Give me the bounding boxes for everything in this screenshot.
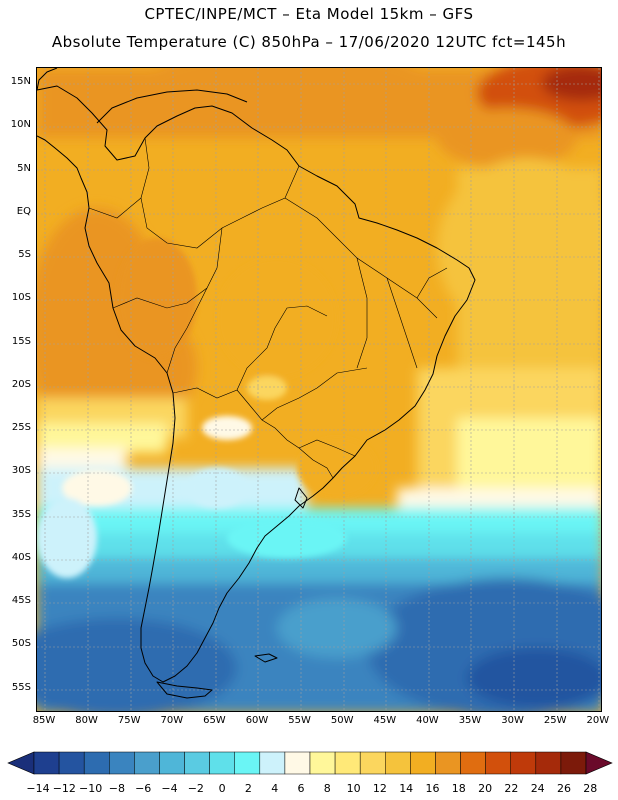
colorbar-bin [83, 751, 110, 775]
lat-label-10n: 10N [10, 119, 31, 131]
colorbar-tick-label: 8 [323, 782, 331, 795]
colorbar-tick-label: 24 [530, 782, 545, 795]
temperature-map [37, 68, 601, 711]
lon-label-50w: 50W [330, 715, 354, 726]
lat-label-50s: 50S [11, 638, 31, 650]
falkland-islands [254, 653, 278, 663]
colorbar-tick-label: 12 [372, 782, 387, 795]
lat-label-15s: 15S [11, 335, 31, 347]
lon-label-40w: 40W [416, 715, 439, 726]
lon-label-35w: 35W [458, 715, 482, 726]
colorbar-tick-label: 20 [478, 782, 493, 795]
colorbar-bin [209, 751, 235, 775]
lon-label-85w: 85W [32, 715, 56, 726]
lon-label-70w: 70W [160, 715, 184, 726]
borders [88, 137, 448, 479]
south-america-coastline [37, 85, 476, 683]
colorbar-bin [410, 751, 436, 775]
colorbar-tick-label: 16 [425, 782, 440, 795]
colorbar-tick-label: −14 [26, 782, 50, 795]
lat-label-35s: 35S [11, 508, 31, 520]
colorbar-tick-label: 14 [399, 782, 414, 795]
lon-label-20w: 20W [586, 715, 610, 726]
lagoon [294, 487, 308, 509]
colorbar-tick-label: −2 [187, 782, 204, 795]
map-title-line1: CPTEC/INPE/MCT – Eta Model 15km – GFS [144, 5, 474, 23]
colorbar-bin [259, 751, 286, 775]
lat-label-40s: 40S [11, 551, 31, 563]
colorbar-over-arrow [585, 751, 613, 775]
colorbar-tick-label: 10 [346, 782, 361, 795]
colorbar-bin [184, 751, 210, 775]
colorbar-bin [134, 751, 160, 775]
colorbar-bin [485, 751, 511, 775]
lat-label-55s: 55S [11, 681, 31, 693]
colorbar-tick-label: 6 [297, 782, 305, 795]
colorbar-tick-label: −4 [161, 782, 178, 795]
colorbar-bin [535, 751, 562, 775]
colorbar-bin [460, 751, 486, 775]
colorbar-bin [33, 751, 60, 775]
lat-label-5n: 5N [17, 162, 31, 174]
lon-label-30w: 30W [501, 715, 524, 726]
colorbar-bin [58, 751, 85, 775]
colorbar-bin [109, 751, 135, 775]
lat-label-20s: 20S [11, 378, 31, 390]
lat-label-5s: 5S [18, 249, 31, 260]
map-title-line2: Absolute Temperature (C) 850hPa – 17/06/… [51, 33, 567, 51]
colorbar-bin [234, 751, 261, 775]
lon-label-75w: 75W [117, 715, 141, 726]
colorbar-bin [560, 751, 587, 775]
lon-label-55w: 55W [288, 715, 311, 726]
colorbar-tick-label: 18 [451, 782, 466, 795]
colorbar-tick-label: 4 [271, 782, 279, 795]
lat-label-10s: 10S [11, 292, 31, 304]
lat-label-45s: 45S [11, 595, 31, 606]
lon-label-45w: 45W [373, 715, 397, 726]
colorbar-tick-label: −8 [108, 782, 125, 795]
field-details [37, 238, 377, 578]
lat-label-25s: 25S [11, 422, 31, 433]
caribbean-coastline [96, 89, 248, 124]
colorbar-tick-label: 28 [583, 782, 598, 795]
tierra-del-fuego [156, 681, 213, 699]
colorbar-tick-label: −6 [135, 782, 152, 795]
colorbar-tick-label: 22 [504, 782, 519, 795]
map-frame [36, 67, 602, 712]
colorbar-bin [385, 751, 411, 775]
colorbar-under-arrow [7, 751, 35, 775]
colorbar-bin [334, 751, 361, 775]
colorbar-bin [284, 751, 311, 775]
lat-label-30s: 30S [11, 465, 31, 477]
colorbar-tick-label: 26 [557, 782, 571, 795]
lat-label-eq: EQ [16, 205, 31, 217]
colorbar-bin [359, 751, 386, 775]
lon-label-80w: 80W [75, 715, 98, 726]
lat-label-15n: 15N [10, 76, 31, 87]
colorbar-bin [435, 751, 461, 775]
grid-lines [37, 68, 601, 711]
temperature-field [37, 68, 601, 711]
colorbar-tick-label: −10 [78, 782, 103, 795]
colorbar-tick-label: 2 [244, 782, 252, 795]
colorbar-tick-label: −12 [52, 782, 76, 795]
colorbar [7, 751, 613, 775]
colorbar-bin [309, 751, 336, 775]
central-america-coastline [37, 68, 58, 91]
colorbar-bin [159, 751, 185, 775]
lon-label-25w: 25W [543, 715, 567, 726]
colorbar-tick-label: 0 [218, 782, 226, 795]
coastlines [37, 68, 476, 699]
lon-label-65w: 65W [203, 715, 226, 726]
lon-label-60w: 60W [245, 715, 269, 726]
colorbar-bin [510, 751, 537, 775]
